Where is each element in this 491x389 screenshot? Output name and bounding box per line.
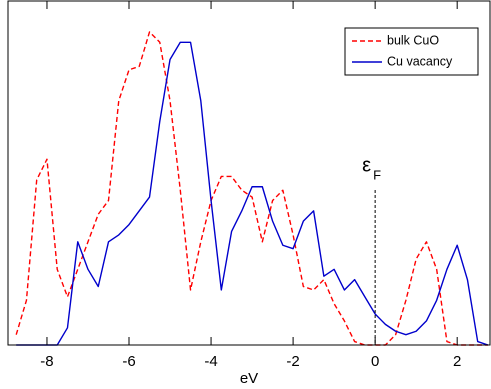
x-tick-label: -2 [286, 353, 299, 370]
x-tick-label: 0 [371, 353, 379, 370]
dos-line [15, 31, 488, 346]
legend-box [344, 27, 479, 76]
x-axis-label: eV [240, 370, 258, 387]
x-tick-label: -8 [40, 353, 53, 370]
fermi-subscript: F [373, 167, 381, 182]
dos-line [16, 41, 489, 346]
legend-text: bulk CuO [387, 33, 439, 47]
plot-frame [7, 0, 491, 346]
x-tick-label: -6 [122, 353, 135, 370]
x-tick-label: 2 [453, 353, 461, 370]
legend-text: Cu vacancy [387, 54, 453, 68]
x-tick-label: -4 [204, 353, 217, 370]
fermi-symbol: ε [362, 154, 371, 176]
